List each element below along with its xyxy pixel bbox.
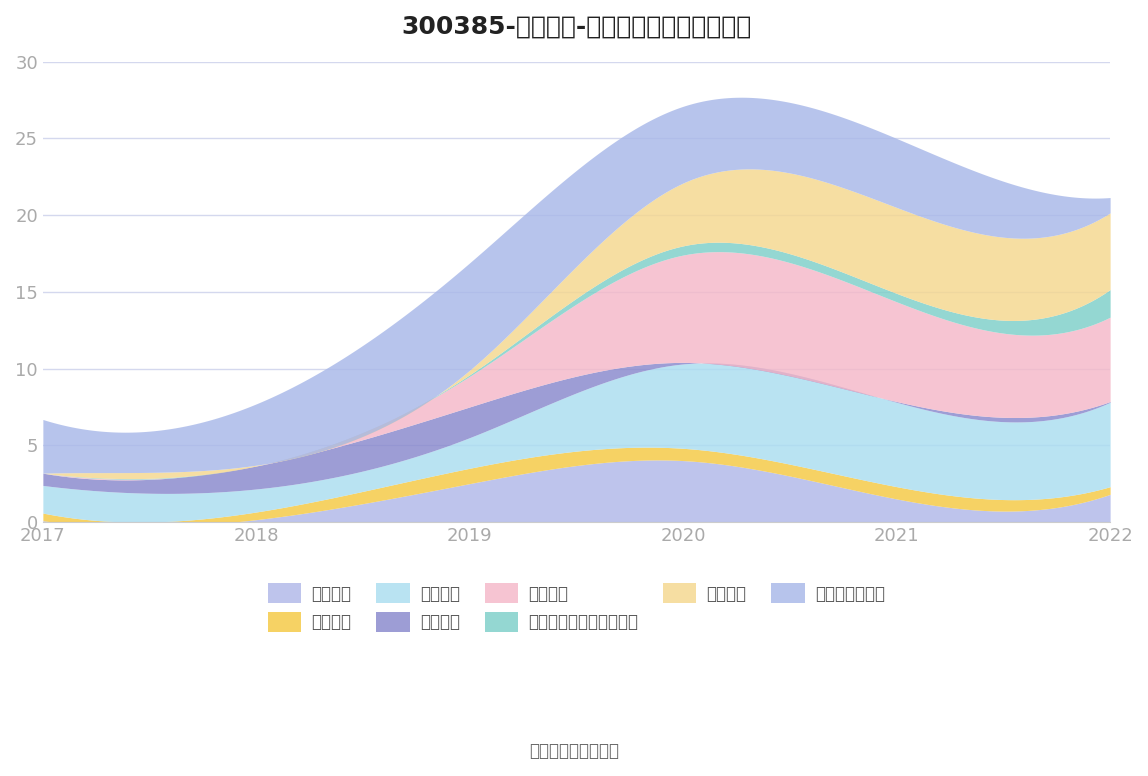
Title: 300385-雪浪环境-主要负债堆积图（亿元）: 300385-雪浪环境-主要负债堆积图（亿元） xyxy=(402,15,752,39)
Text: 数据来源：恒生聚源: 数据来源：恒生聚源 xyxy=(529,743,619,760)
Legend: 短期借款, 应付票据, 应付账款, 预收款项, 合同负债, 一年内到期的非流动负债, 长期借款, 其他非流动负债: 短期借款, 应付票据, 应付账款, 预收款项, 合同负债, 一年内到期的非流动负… xyxy=(262,577,892,639)
